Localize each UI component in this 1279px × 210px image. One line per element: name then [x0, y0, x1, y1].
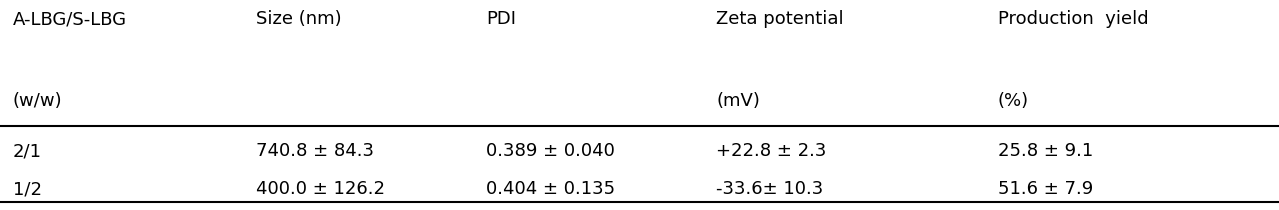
Text: (w/w): (w/w): [13, 92, 63, 110]
Text: 740.8 ± 84.3: 740.8 ± 84.3: [256, 142, 373, 160]
Text: 400.0 ± 126.2: 400.0 ± 126.2: [256, 180, 385, 198]
Text: (%): (%): [998, 92, 1028, 110]
Text: 0.389 ± 0.040: 0.389 ± 0.040: [486, 142, 615, 160]
Text: 25.8 ± 9.1: 25.8 ± 9.1: [998, 142, 1092, 160]
Text: Size (nm): Size (nm): [256, 10, 341, 29]
Text: PDI: PDI: [486, 10, 515, 29]
Text: (mV): (mV): [716, 92, 760, 110]
Text: Production  yield: Production yield: [998, 10, 1149, 29]
Text: 0.404 ± 0.135: 0.404 ± 0.135: [486, 180, 615, 198]
Text: +22.8 ± 2.3: +22.8 ± 2.3: [716, 142, 826, 160]
Text: -33.6± 10.3: -33.6± 10.3: [716, 180, 824, 198]
Text: 1/2: 1/2: [13, 180, 42, 198]
Text: A-LBG/S-LBG: A-LBG/S-LBG: [13, 10, 127, 29]
Text: 2/1: 2/1: [13, 142, 42, 160]
Text: 51.6 ± 7.9: 51.6 ± 7.9: [998, 180, 1092, 198]
Text: Zeta potential: Zeta potential: [716, 10, 844, 29]
